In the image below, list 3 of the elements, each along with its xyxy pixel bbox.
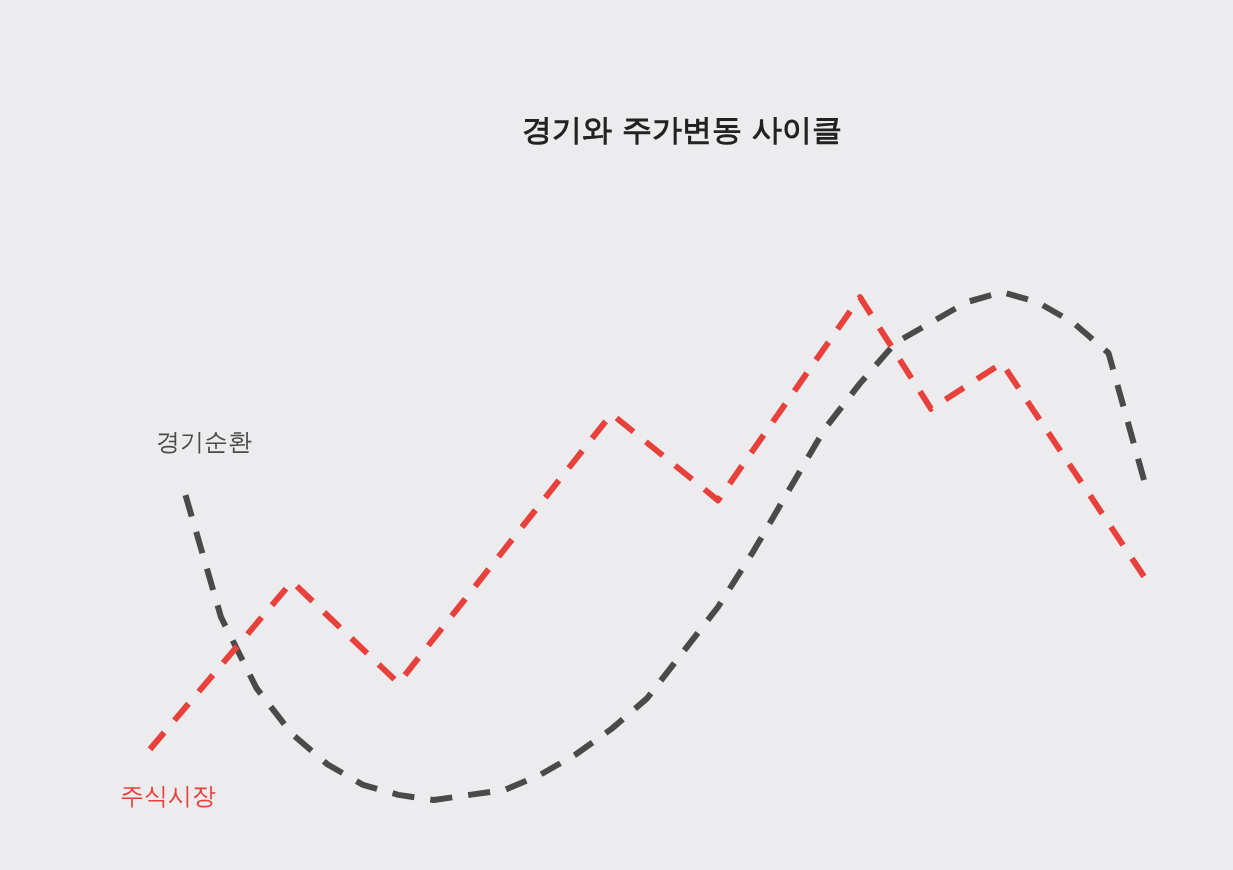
chart-title: 경기와 주가변동 사이클 (521, 112, 843, 147)
series-label: 주식시장 (120, 782, 216, 811)
text: 경기순환 (155, 428, 252, 457)
